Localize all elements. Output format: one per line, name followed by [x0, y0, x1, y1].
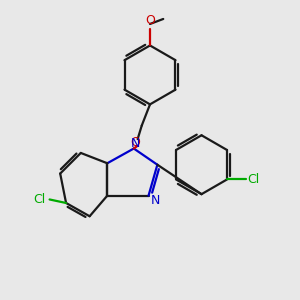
Text: O: O: [130, 136, 140, 149]
Text: N: N: [130, 137, 140, 150]
Text: N: N: [150, 194, 160, 207]
Text: Cl: Cl: [33, 193, 45, 206]
Text: Cl: Cl: [248, 173, 260, 186]
Text: O: O: [145, 14, 155, 27]
